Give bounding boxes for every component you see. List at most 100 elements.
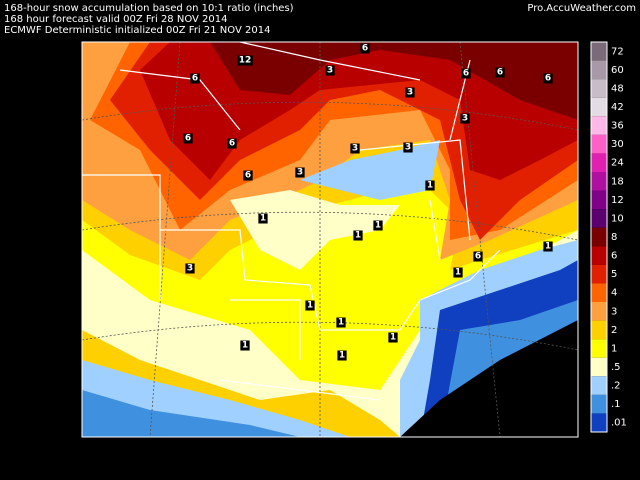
legend-label: 48 xyxy=(611,83,624,94)
contour-label: 1 xyxy=(355,231,361,241)
legend-label: .01 xyxy=(611,418,627,429)
contour-label-box xyxy=(453,267,463,278)
legend-swatch xyxy=(591,116,607,135)
legend-label: 5 xyxy=(611,269,617,280)
contour-label: 6 xyxy=(192,74,198,84)
legend-swatch xyxy=(591,357,607,377)
contour-label-box xyxy=(403,142,413,153)
map: 12 6 6 3 3 6 6 6 3 6 6 6 3 3 3 1 1 1 1 3… xyxy=(81,41,579,438)
contour-label: 12 xyxy=(239,56,252,66)
legend-label: 30 xyxy=(611,139,624,150)
contour-label-box xyxy=(373,220,383,231)
legend-label: 12 xyxy=(611,195,624,206)
contour-label: 6 xyxy=(497,68,503,78)
legend-swatch xyxy=(591,42,607,61)
legend-swatch xyxy=(591,339,607,358)
legend-swatch xyxy=(591,60,607,80)
legend-label: .2 xyxy=(611,381,621,392)
contour-label-box xyxy=(185,263,195,274)
legend-label: 36 xyxy=(611,121,624,132)
contour-label-box xyxy=(325,65,335,76)
contour-label: 1 xyxy=(307,301,313,311)
contour-label-box xyxy=(336,317,346,328)
contour-label: 1 xyxy=(375,221,381,231)
legend-swatch xyxy=(591,190,607,210)
legend-label: 18 xyxy=(611,176,624,187)
legend-label: 6 xyxy=(611,251,617,262)
contour-label-box xyxy=(243,170,253,181)
legend-label: 60 xyxy=(611,65,624,76)
contour-label-box xyxy=(350,143,360,154)
contour-label: 1 xyxy=(390,333,396,343)
contour-labels: 12 6 6 3 3 6 6 6 3 6 6 6 3 3 3 1 1 1 1 3… xyxy=(183,43,553,361)
contour-label-box xyxy=(190,73,200,84)
legend-label: .1 xyxy=(611,399,621,410)
contour-label: 3 xyxy=(405,143,411,153)
legend-label: 8 xyxy=(611,232,617,243)
source: Pro.AccuWeather.com xyxy=(527,3,636,14)
contour-label: 3 xyxy=(187,264,193,274)
contour-label: 1 xyxy=(339,351,345,361)
legend-swatch xyxy=(591,413,607,432)
contour-label-box xyxy=(183,133,193,144)
legend-swatch xyxy=(591,376,607,395)
contour-label-box xyxy=(473,251,483,262)
legend-label: 3 xyxy=(611,306,617,317)
contour-label-box xyxy=(425,180,435,191)
legend-label: 2 xyxy=(611,325,617,336)
header-line: ECMWF Deterministic initialized 00Z Fri … xyxy=(4,25,270,36)
contour-label-box xyxy=(543,241,553,252)
contour-label: 1 xyxy=(260,214,266,224)
header-line: 168 hour forecast valid 00Z Fri 28 NOV 2… xyxy=(4,14,228,25)
contour-label: 6 xyxy=(245,171,251,181)
contour-label-box xyxy=(388,332,398,343)
legend-swatch xyxy=(591,302,607,321)
legend-swatch xyxy=(591,172,607,191)
contour-label: 1 xyxy=(427,181,433,191)
contour-label-box xyxy=(495,67,505,78)
contour-label-box xyxy=(295,167,305,178)
legend-swatch xyxy=(591,264,607,284)
contour-label-box xyxy=(360,43,370,54)
legend: 72 60 48 42 36 30 24 18 12 10 8 6 5 4 3 2 1 .5 .2 .1 .01 xyxy=(590,41,627,433)
contour-label: 6 xyxy=(229,139,235,149)
contour-label: 1 xyxy=(242,341,248,351)
contour-label-box xyxy=(461,68,471,79)
contour-label: 3 xyxy=(407,88,413,98)
contour-label-box xyxy=(337,350,347,361)
legend-label: 1 xyxy=(611,343,617,354)
legend-swatch xyxy=(591,209,607,228)
contour-label: 3 xyxy=(327,66,333,76)
contour-label: 1 xyxy=(455,268,461,278)
contour-label-box xyxy=(237,55,253,66)
contour-label-box xyxy=(543,73,553,84)
contour-label-box xyxy=(305,300,315,311)
legend-swatch xyxy=(591,97,607,117)
contour-label: 3 xyxy=(352,144,358,154)
contour-label: 6 xyxy=(362,44,368,54)
contour-label: 1 xyxy=(338,318,344,328)
header-line: 168-hour snow accumulation based on 10:1… xyxy=(4,3,294,14)
contour-label: 6 xyxy=(545,74,551,84)
contour-label-box xyxy=(227,138,237,149)
contour-label-box xyxy=(258,213,268,224)
legend-label: .5 xyxy=(611,362,621,373)
contour-label-box xyxy=(240,340,250,351)
contour-label-box xyxy=(353,230,363,241)
legend-swatch xyxy=(591,134,607,154)
legend-label: 72 xyxy=(611,46,624,57)
legend-label: 10 xyxy=(611,213,624,224)
contour-label: 6 xyxy=(185,134,191,144)
legend-label: 4 xyxy=(611,288,617,299)
legend-frame xyxy=(590,41,608,433)
contour-label: 3 xyxy=(462,114,468,124)
contour-label: 6 xyxy=(463,69,469,79)
legend-swatch xyxy=(591,283,607,302)
legend-label: 24 xyxy=(611,158,624,169)
legend-swatch xyxy=(591,153,607,172)
contour-label: 1 xyxy=(545,242,551,252)
legend-label: 42 xyxy=(611,102,624,113)
contour-label-box xyxy=(405,87,415,98)
legend-swatch xyxy=(591,320,607,340)
